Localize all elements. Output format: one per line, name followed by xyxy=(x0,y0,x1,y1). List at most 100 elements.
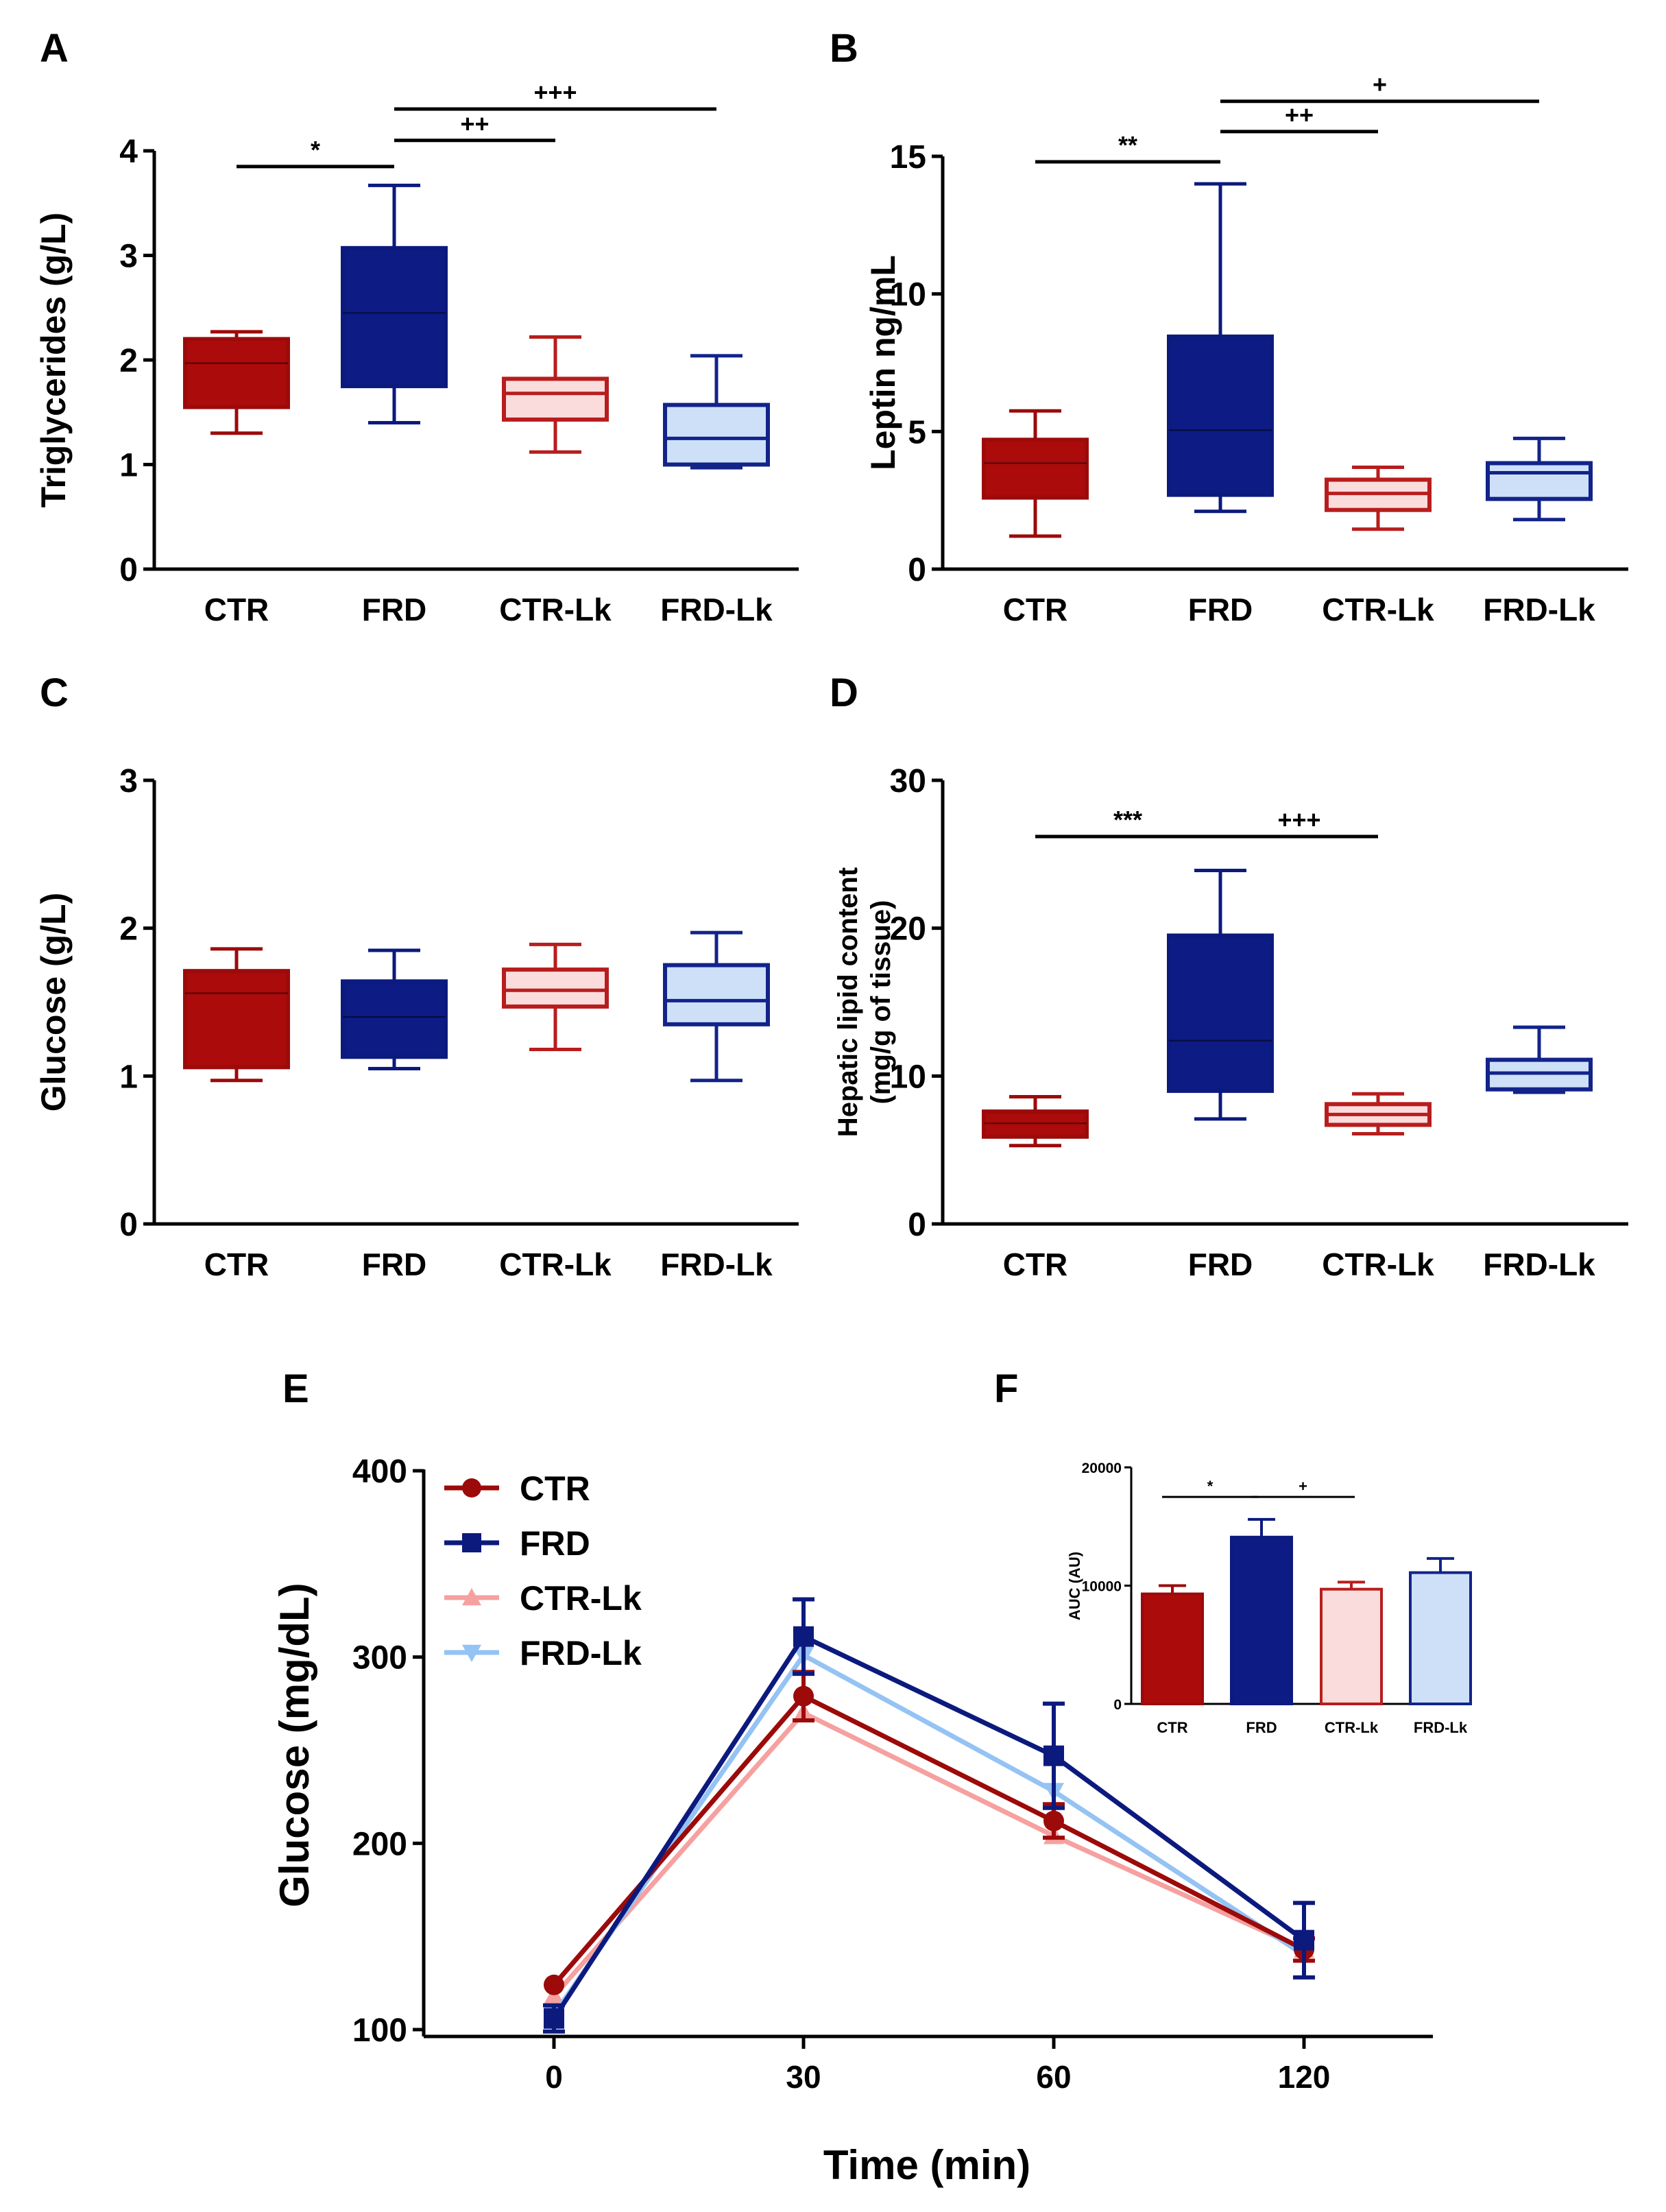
x-tick-label: CTR-Lk xyxy=(1322,1247,1434,1282)
x-tick-label: 30 xyxy=(786,2059,821,2095)
box-d-ctr xyxy=(982,1095,1089,1148)
box-b-ctr xyxy=(982,409,1089,538)
box-iqr xyxy=(663,963,770,1026)
y-tick-label: 20000 xyxy=(1082,1460,1122,1476)
y-tick-label: 4 xyxy=(119,134,138,170)
y-axis-label: Hepatic lipid content xyxy=(833,867,863,1137)
y-tick-label: 0 xyxy=(1113,1697,1122,1713)
panel-f-chart: F 0 10000 20000 AUC (AU) CTR FRD CTR-Lk FRD-Lk *… xyxy=(994,1367,1472,1736)
bar xyxy=(1141,1592,1204,1705)
x-tick-label: 60 xyxy=(1036,2059,1071,2095)
significance-label: *** xyxy=(1113,806,1142,834)
box-d-ctr-lk xyxy=(1325,1092,1432,1135)
y-tick-label: 0 xyxy=(908,552,926,588)
y-tick-label: 30 xyxy=(890,763,926,800)
marker-circle xyxy=(544,1974,564,1995)
y-axis-label: (mg/g of tissue) xyxy=(866,900,896,1105)
legend-label: CTR xyxy=(520,1469,590,1508)
y-tick-label: 0 xyxy=(908,1207,926,1243)
significance-label: * xyxy=(1207,1478,1214,1495)
panel-c-letter: C xyxy=(40,671,69,715)
series-ctr xyxy=(544,1670,1315,1995)
x-tick-label: FRD xyxy=(1188,1247,1253,1282)
box-b-frd-lk xyxy=(1486,436,1593,522)
significance-label: ** xyxy=(1118,131,1137,159)
marker-square xyxy=(1043,1745,1064,1766)
significance-label: +++ xyxy=(533,78,577,106)
bar-frd-lk xyxy=(1409,1556,1472,1705)
series-line xyxy=(552,1693,1305,1987)
bar-ctr xyxy=(1141,1584,1204,1705)
x-tick-label: FRD xyxy=(1188,592,1253,627)
y-tick-label: 1 xyxy=(119,1059,138,1095)
box-a-frd xyxy=(341,183,448,424)
x-tick-label: CTR-Lk xyxy=(499,1247,612,1282)
panel-d-chart: D 0 10 20 30 Hepatic lipid content (mg/g of t… xyxy=(830,671,1628,1282)
box-c-ctr xyxy=(183,947,290,1083)
box-a-frd-lk xyxy=(663,354,770,470)
box-iqr xyxy=(183,337,290,409)
x-tick-label: CTR xyxy=(204,592,269,627)
y-tick-label: 2 xyxy=(119,911,138,948)
x-tick-label: CTR-Lk xyxy=(1325,1719,1379,1736)
significance-label: + xyxy=(1299,1478,1307,1495)
bar xyxy=(1409,1571,1472,1705)
significance-label: * xyxy=(311,136,320,164)
bar-ctr-lk xyxy=(1320,1580,1383,1706)
box-iqr xyxy=(341,979,448,1059)
box-iqr xyxy=(183,969,290,1070)
series-line xyxy=(552,1652,1305,2017)
y-tick-label: 15 xyxy=(890,139,926,176)
x-tick-label: FRD-Lk xyxy=(1483,592,1595,627)
panel-e-chart: E 100 200 300 400 0 30 60 120 Time (min) Glucose … xyxy=(271,1367,1433,2188)
y-tick-label: 10000 xyxy=(1082,1579,1122,1595)
x-tick-label: CTR-Lk xyxy=(1322,592,1434,627)
marker-circle xyxy=(1043,1810,1064,1831)
box-iqr xyxy=(341,245,448,389)
panel-a-letter: A xyxy=(40,26,69,71)
bar-frd xyxy=(1230,1517,1293,1705)
x-tick-label: CTR xyxy=(1003,1247,1068,1282)
box-a-ctr xyxy=(183,330,290,435)
marker-circle xyxy=(462,1478,481,1498)
y-axis-label: Glucose (mg/dL) xyxy=(271,1583,317,1907)
box-b-ctr-lk xyxy=(1325,466,1432,531)
significance-label: ++ xyxy=(1285,101,1314,129)
box-c-frd-lk xyxy=(663,930,770,1083)
x-tick-label: CTR xyxy=(204,1247,269,1282)
marker-triangle-down xyxy=(462,1644,481,1662)
box-iqr xyxy=(1486,461,1593,501)
x-tick-label: CTR-Lk xyxy=(499,592,612,627)
panel-a-chart: A 0 1 2 3 4 Triglycerides (g/L) CTR FRD CTR-Lk FR… xyxy=(34,26,799,627)
y-tick-label: 3 xyxy=(119,763,138,800)
series-frd xyxy=(543,1597,1315,2034)
y-axis-label: Glucose (g/L) xyxy=(34,893,73,1111)
legend-label: FRD-Lk xyxy=(520,1634,642,1672)
y-tick-label: 2 xyxy=(119,343,138,379)
x-tick-label: CTR xyxy=(1003,592,1068,627)
x-tick-label: FRD-Lk xyxy=(1483,1247,1595,1282)
box-iqr xyxy=(1167,933,1274,1093)
legend-label: CTR-Lk xyxy=(520,1579,642,1618)
y-axis-label: Leptin ng/mL xyxy=(864,255,902,470)
marker-square xyxy=(1294,1930,1314,1951)
y-axis-label: Triglycerides (g/L) xyxy=(34,213,73,508)
x-tick-label: FRD xyxy=(362,592,427,627)
bar xyxy=(1230,1535,1293,1705)
box-iqr xyxy=(663,402,770,467)
y-tick-label: 1 xyxy=(119,448,138,484)
y-tick-label: 0 xyxy=(119,1207,138,1243)
significance-label: + xyxy=(1373,71,1387,99)
marker-square xyxy=(544,2008,564,2029)
panel-e-letter: E xyxy=(282,1367,309,1411)
box-iqr xyxy=(1167,334,1274,497)
y-tick-label: 3 xyxy=(119,239,138,275)
box-a-ctr-lk xyxy=(502,335,609,454)
legend-label: FRD xyxy=(520,1524,590,1563)
panel-f-letter: F xyxy=(994,1367,1018,1411)
significance-label: +++ xyxy=(1277,806,1320,834)
marker-square xyxy=(793,1626,814,1647)
panel-b-chart: B 0 5 10 15 Leptin ng/mL CTR FRD CTR-Lk FRD-Lk **… xyxy=(830,26,1628,627)
y-tick-label: 5 xyxy=(908,414,926,450)
